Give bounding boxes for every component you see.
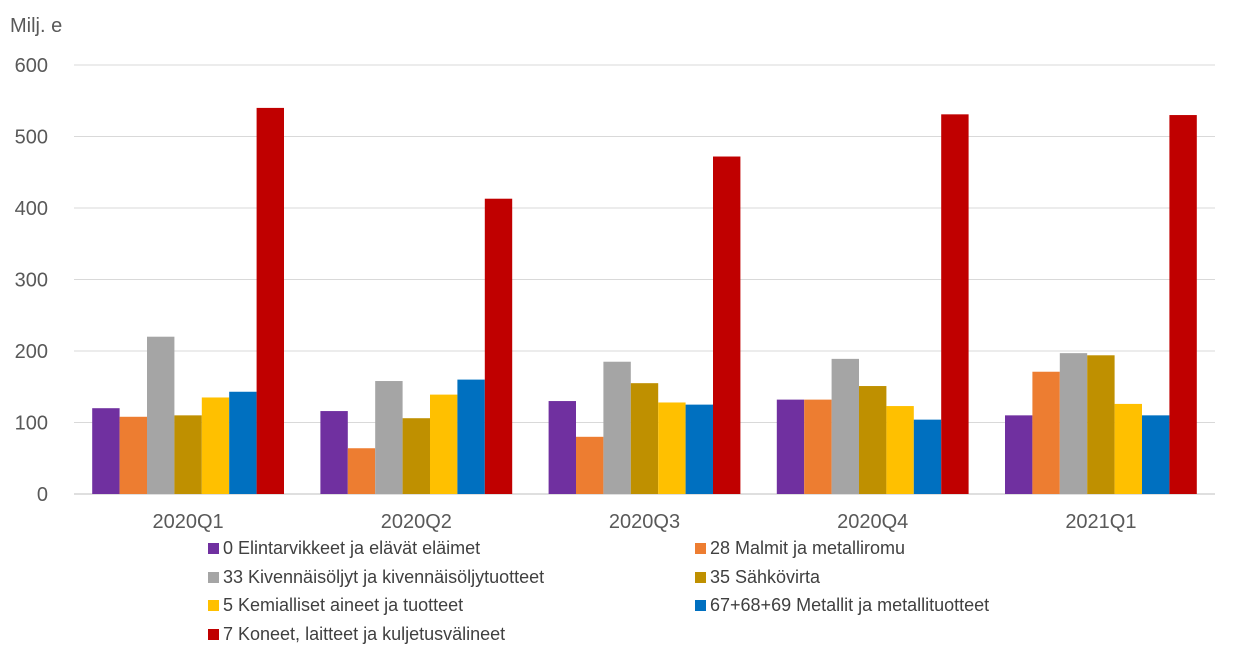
y-tick-label: 0: [37, 484, 48, 506]
bar: [941, 114, 969, 495]
bar: [1005, 415, 1033, 494]
bar: [229, 391, 257, 494]
bar: [347, 448, 376, 494]
bar: [859, 386, 887, 494]
bar: [913, 419, 942, 494]
legend-swatch: [208, 629, 219, 640]
bar: [457, 379, 485, 494]
legend-label: 35 Sähkövirta: [710, 567, 821, 587]
bar: [1059, 353, 1088, 494]
bar: [92, 408, 120, 494]
y-tick-label: 300: [15, 270, 48, 292]
y-tick-label: 500: [15, 127, 48, 149]
bar: [402, 418, 430, 494]
bar: [1142, 415, 1170, 494]
legend: 0 Elintarvikkeet ja elävät eläimet 28 Mal…: [208, 538, 989, 644]
bar: [430, 394, 458, 494]
bar: [119, 416, 147, 494]
bar: [804, 399, 832, 494]
legend-swatch: [208, 543, 219, 554]
bar: [256, 107, 284, 495]
bar: [576, 436, 604, 494]
y-tick-label: 400: [15, 198, 48, 220]
x-tick-label: 2020Q4: [837, 511, 908, 533]
bar: [1032, 371, 1060, 494]
bar: [658, 402, 686, 494]
legend-swatch: [208, 600, 219, 611]
y-axis-ticks: 0 100 200 300 400 500 600: [15, 55, 48, 506]
legend-label: 0 Elintarvikkeet ja elävät eläimet: [223, 538, 480, 558]
bar: [201, 397, 230, 494]
x-tick-label: 2021Q1: [1065, 511, 1136, 533]
x-tick-label: 2020Q3: [609, 511, 680, 533]
bar: [375, 381, 403, 494]
legend-swatch: [208, 572, 219, 583]
legend-label: 28 Malmit ja metalliromu: [710, 538, 905, 558]
bar: [685, 404, 713, 494]
bar: [1087, 355, 1115, 494]
bar: [713, 156, 741, 494]
bars: [92, 107, 1197, 495]
legend-swatch: [695, 543, 706, 554]
bar: [174, 415, 202, 494]
bar: [886, 406, 914, 494]
bar: [630, 383, 659, 494]
x-axis-ticks: 2020Q1 2020Q2 2020Q3 2020Q4 2021Q1: [153, 511, 1137, 533]
x-tick-label: 2020Q1: [153, 511, 224, 533]
bar: [484, 198, 513, 494]
y-tick-label: 200: [15, 341, 48, 363]
bar: [1114, 403, 1142, 494]
bar: [831, 358, 859, 494]
legend-label: 5 Kemialliset aineet ja tuotteet: [223, 595, 463, 615]
bar: [603, 361, 631, 494]
legend-label: 33 Kivennäisöljyt ja kivennäisöljytuotte…: [223, 567, 544, 587]
legend-label: 67+68+69 Metallit ja metallituotteet: [710, 595, 989, 615]
legend-swatch: [695, 572, 706, 583]
bar: [776, 399, 805, 494]
bar: [147, 336, 175, 494]
legend-label: 7 Koneet, laitteet ja kuljetusvälineet: [223, 624, 505, 644]
y-tick-label: 600: [15, 55, 48, 77]
legend-swatch: [695, 600, 706, 611]
y-tick-label: 100: [15, 413, 48, 435]
bar: [548, 401, 576, 494]
x-tick-label: 2020Q2: [381, 511, 452, 533]
bar: [320, 411, 348, 494]
y-axis-unit-label: Milj. e: [10, 15, 62, 37]
bar: [1169, 115, 1197, 495]
